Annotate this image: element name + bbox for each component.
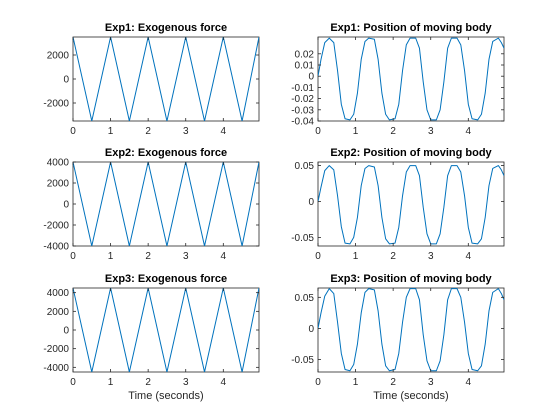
x-tick-label: 3 [428, 126, 434, 137]
chart-title: Exp1: Position of moving body [330, 22, 492, 34]
x-tick-label: 3 [428, 251, 434, 262]
x-tick-label: 4 [221, 251, 227, 262]
y-tick-label: -0.05 [291, 233, 314, 244]
x-tick-label: 4 [221, 126, 227, 137]
series-line [73, 162, 259, 246]
x-tick-label: 1 [353, 126, 359, 137]
x-tick-label: 2 [390, 126, 396, 137]
x-axis-label: Time (seconds) [373, 390, 448, 402]
x-tick-label: 1 [353, 251, 359, 262]
chart-title: Exp3: Exogenous force [105, 273, 227, 285]
y-tick-label: 0.05 [295, 161, 315, 172]
x-tick-label: 1 [108, 251, 114, 262]
axes-frame [317, 36, 505, 122]
y-tick-label: 0 [63, 326, 69, 337]
chart-title: Exp1: Exogenous force [105, 22, 227, 34]
y-tick-label: -2000 [43, 344, 69, 355]
chart-title: Exp2: Exogenous force [105, 147, 227, 159]
y-tick-label: 2000 [47, 51, 70, 62]
x-tick-label: 2 [145, 251, 151, 262]
y-tick-label: 2000 [47, 179, 70, 190]
y-tick-label: -4000 [43, 363, 69, 374]
y-tick-label: 0 [63, 75, 69, 86]
y-tick-label: 0.05 [295, 293, 315, 304]
y-tick-label: -4000 [43, 242, 69, 253]
axes-frame [72, 161, 260, 247]
x-tick-label: 2 [145, 126, 151, 137]
axes-frame [317, 287, 505, 373]
series-line [318, 288, 504, 372]
x-tick-label: 4 [466, 126, 472, 137]
subplot-5: 0 1 2 3 4 -4000 -2000 0 2000 4000 Exp3: Exogenous … [43, 273, 260, 402]
y-tick-label: 0 [308, 324, 314, 335]
y-tick-label: 0.01 [295, 61, 315, 72]
x-tick-label: 1 [353, 377, 359, 388]
x-tick-label: 0 [315, 377, 321, 388]
series-line [318, 165, 504, 245]
x-tick-label: 0 [315, 251, 321, 262]
x-tick-label: 3 [183, 377, 189, 388]
x-tick-label: 3 [183, 251, 189, 262]
series-line [73, 37, 259, 121]
chart-title: Exp2: Position of moving body [330, 147, 492, 159]
x-tick-label: 4 [466, 251, 472, 262]
y-tick-label: -0.01 [291, 83, 314, 94]
x-tick-label: 2 [145, 377, 151, 388]
x-tick-label: 0 [70, 126, 76, 137]
x-tick-label: 4 [221, 377, 227, 388]
axes-frame [317, 161, 505, 247]
x-tick-label: 0 [70, 251, 76, 262]
x-tick-label: 2 [390, 377, 396, 388]
axes-frame [72, 36, 260, 122]
subplot-3: 0 1 2 3 4 -4000 -2000 0 2000 4000 Exp2: Exogenous … [43, 147, 260, 262]
chart-title: Exp3: Position of moving body [330, 273, 492, 285]
y-tick-label: 4000 [47, 288, 70, 299]
y-tick-label: 2000 [47, 307, 70, 318]
x-tick-label: 1 [108, 377, 114, 388]
x-tick-label: 1 [108, 126, 114, 137]
y-tick-label: -2000 [43, 99, 69, 110]
subplot-1: 0 1 2 3 4 -2000 0 2000 Exp1: Exogenous force [43, 22, 260, 137]
x-tick-label: 0 [315, 126, 321, 137]
y-tick-label: -0.02 [291, 94, 314, 105]
y-tick-label: 0.02 [295, 49, 315, 60]
y-tick-label: -2000 [43, 221, 69, 232]
y-tick-label: 0 [308, 197, 314, 208]
axes-frame [72, 287, 260, 373]
y-tick-label: -0.03 [291, 105, 314, 116]
y-tick-label: 0 [63, 200, 69, 211]
x-axis-label: Time (seconds) [128, 390, 203, 402]
x-tick-label: 2 [390, 251, 396, 262]
y-tick-label: 0 [308, 72, 314, 83]
y-tick-label: -0.05 [291, 355, 314, 366]
x-tick-label: 3 [183, 126, 189, 137]
y-tick-label: 4000 [47, 158, 70, 169]
x-tick-label: 4 [466, 377, 472, 388]
series-line [73, 288, 259, 372]
x-tick-label: 3 [428, 377, 434, 388]
subplot-2: 0 1 2 3 4-0.04-0.03-0.02-0.0100.010.02Exp1: … [291, 22, 505, 137]
x-tick-label: 0 [70, 377, 76, 388]
series-line [318, 37, 504, 121]
y-tick-label: -0.04 [291, 117, 314, 128]
